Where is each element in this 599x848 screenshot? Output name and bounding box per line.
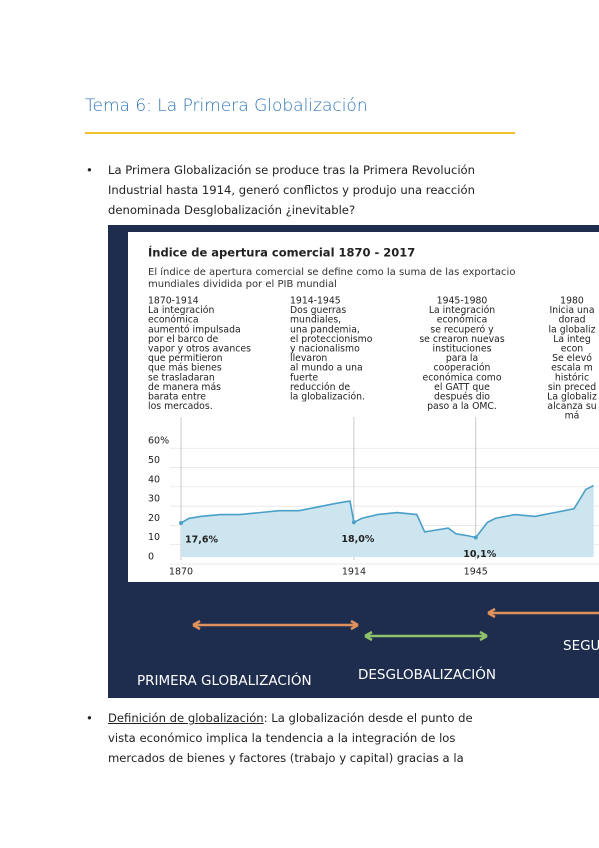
- figure-title: Índice de apertura comercial 1870 - 2017: [148, 245, 415, 260]
- column-text: el proteccionismo: [290, 334, 373, 345]
- column-text: para la: [446, 353, 478, 364]
- column-text: La integración: [148, 305, 214, 316]
- point: [179, 521, 183, 526]
- y-tick-label: 30: [148, 494, 160, 505]
- column-text: la globalización.: [290, 392, 365, 403]
- band-label: PRIMERA GLOBALIZACIÓN: [137, 671, 312, 689]
- term: Definición de globalización: [108, 711, 264, 725]
- column-text: La integ: [553, 334, 591, 345]
- column-text: 1945-1980: [437, 296, 488, 307]
- value-label: 10,1%: [463, 549, 496, 560]
- paragraph: • La Primera Globalización se produce tr…: [86, 160, 475, 220]
- y-tick-label: 50: [148, 455, 160, 466]
- column-text: dorad: [558, 315, 585, 326]
- column-text: Inicia una: [549, 305, 594, 316]
- column-text: Dos guerras: [290, 305, 346, 316]
- point: [351, 520, 356, 525]
- column-text: reducción de: [290, 382, 350, 393]
- x-tick-label: 1945: [464, 567, 488, 578]
- column-text: se recuperó y: [430, 324, 494, 335]
- y-tick-label: 60%: [148, 436, 169, 447]
- column-text: económica: [437, 315, 488, 326]
- column-text: barata entre: [148, 392, 206, 403]
- column-text: sin preced: [548, 382, 596, 393]
- y-tick-label: 0: [148, 552, 154, 563]
- arrow: [487, 607, 599, 619]
- line: denominada Desglobalización ¿inevitable?: [108, 203, 356, 217]
- column-text: por el barco de: [148, 334, 218, 345]
- column-text: después dio: [434, 392, 490, 403]
- column-text: de manera más: [148, 382, 221, 393]
- column-text: que más bienes: [148, 363, 222, 374]
- column-text: econ: [561, 344, 584, 355]
- column-text: aumentó impulsada: [148, 324, 241, 335]
- column-text: y nacionalismo: [290, 344, 360, 355]
- figure: Índice de apertura comercial 1870 - 2017…: [108, 225, 599, 698]
- paragraph: • Definición de globalización: La global…: [86, 708, 473, 768]
- column-text: llevaron: [290, 353, 327, 364]
- arrow: [364, 630, 488, 642]
- column-text: vapor y otros avances: [148, 344, 251, 355]
- column-text: La integración: [429, 305, 495, 316]
- x-tick-label: 1914: [342, 567, 366, 578]
- y-tick-label: 10: [148, 532, 160, 543]
- y-tick-label: 20: [148, 513, 160, 524]
- text: : La globalización desde el punto de: [263, 711, 473, 725]
- line: Definición de globalización: La globaliz…: [108, 708, 473, 728]
- point: [473, 535, 478, 540]
- title: Tema 6: La Primera Globalización: [85, 96, 368, 116]
- column-text: paso a la OMC.: [427, 401, 497, 412]
- column-text: cooperación: [434, 363, 491, 374]
- column-text: La globaliz: [547, 392, 597, 403]
- subtitle: El índice de apertura comercial se defin…: [148, 266, 515, 278]
- line: La Primera Globalización se produce tras…: [108, 163, 475, 177]
- y-tick-label: 40: [148, 474, 160, 485]
- column-text: la globaliz: [548, 324, 595, 335]
- column-text: los mercados.: [148, 401, 213, 412]
- column-text: una pandemia,: [290, 324, 360, 335]
- column-text: económica como: [422, 372, 501, 383]
- column-text: má: [565, 411, 580, 422]
- column-text: instituciones: [433, 344, 492, 355]
- column-text: fuerte: [290, 372, 318, 383]
- column-text: económica: [148, 315, 199, 326]
- area: [181, 485, 594, 557]
- subtitle: mundiales dividida por el PIB mundial: [148, 279, 337, 290]
- column-text: históric: [555, 372, 589, 383]
- line: Industrial hasta 1914, generó conflictos…: [108, 183, 475, 197]
- column-text: mundiales,: [290, 315, 341, 326]
- line: vista económico implica la tendencia a l…: [108, 731, 456, 745]
- column-text: se trasladaran: [148, 372, 215, 383]
- column-text: 1870-1914: [148, 296, 199, 307]
- band-label: SEGU: [563, 638, 599, 654]
- x-tick-label: 1870: [169, 567, 193, 578]
- value-label: 18,0%: [341, 534, 374, 545]
- column-text: 1980: [560, 296, 584, 307]
- band-label: DESGLOBALIZACIÓN: [358, 665, 496, 683]
- column-text: escala m: [551, 363, 593, 374]
- column-text: que permitieron: [148, 353, 223, 364]
- column-text: el GATT que: [434, 382, 490, 393]
- column-text: Se elevó: [552, 353, 592, 364]
- column-text: 1914-1945: [290, 296, 341, 307]
- line: [180, 484, 595, 539]
- divider: [85, 132, 515, 134]
- column-text: alcanza su: [547, 401, 596, 412]
- column-text: se crearon nuevas: [419, 334, 505, 345]
- line: mercados de bienes y factores (trabajo y…: [108, 751, 464, 765]
- column-text: al mundo a una: [290, 363, 363, 374]
- arrow: [192, 619, 359, 631]
- value-label: 17,6%: [185, 535, 218, 546]
